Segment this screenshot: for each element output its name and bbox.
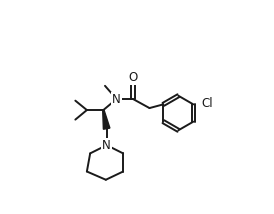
Text: N: N: [112, 92, 121, 106]
Text: O: O: [129, 71, 138, 84]
Polygon shape: [103, 110, 110, 129]
Text: Cl: Cl: [201, 97, 213, 110]
Text: N: N: [102, 139, 111, 152]
